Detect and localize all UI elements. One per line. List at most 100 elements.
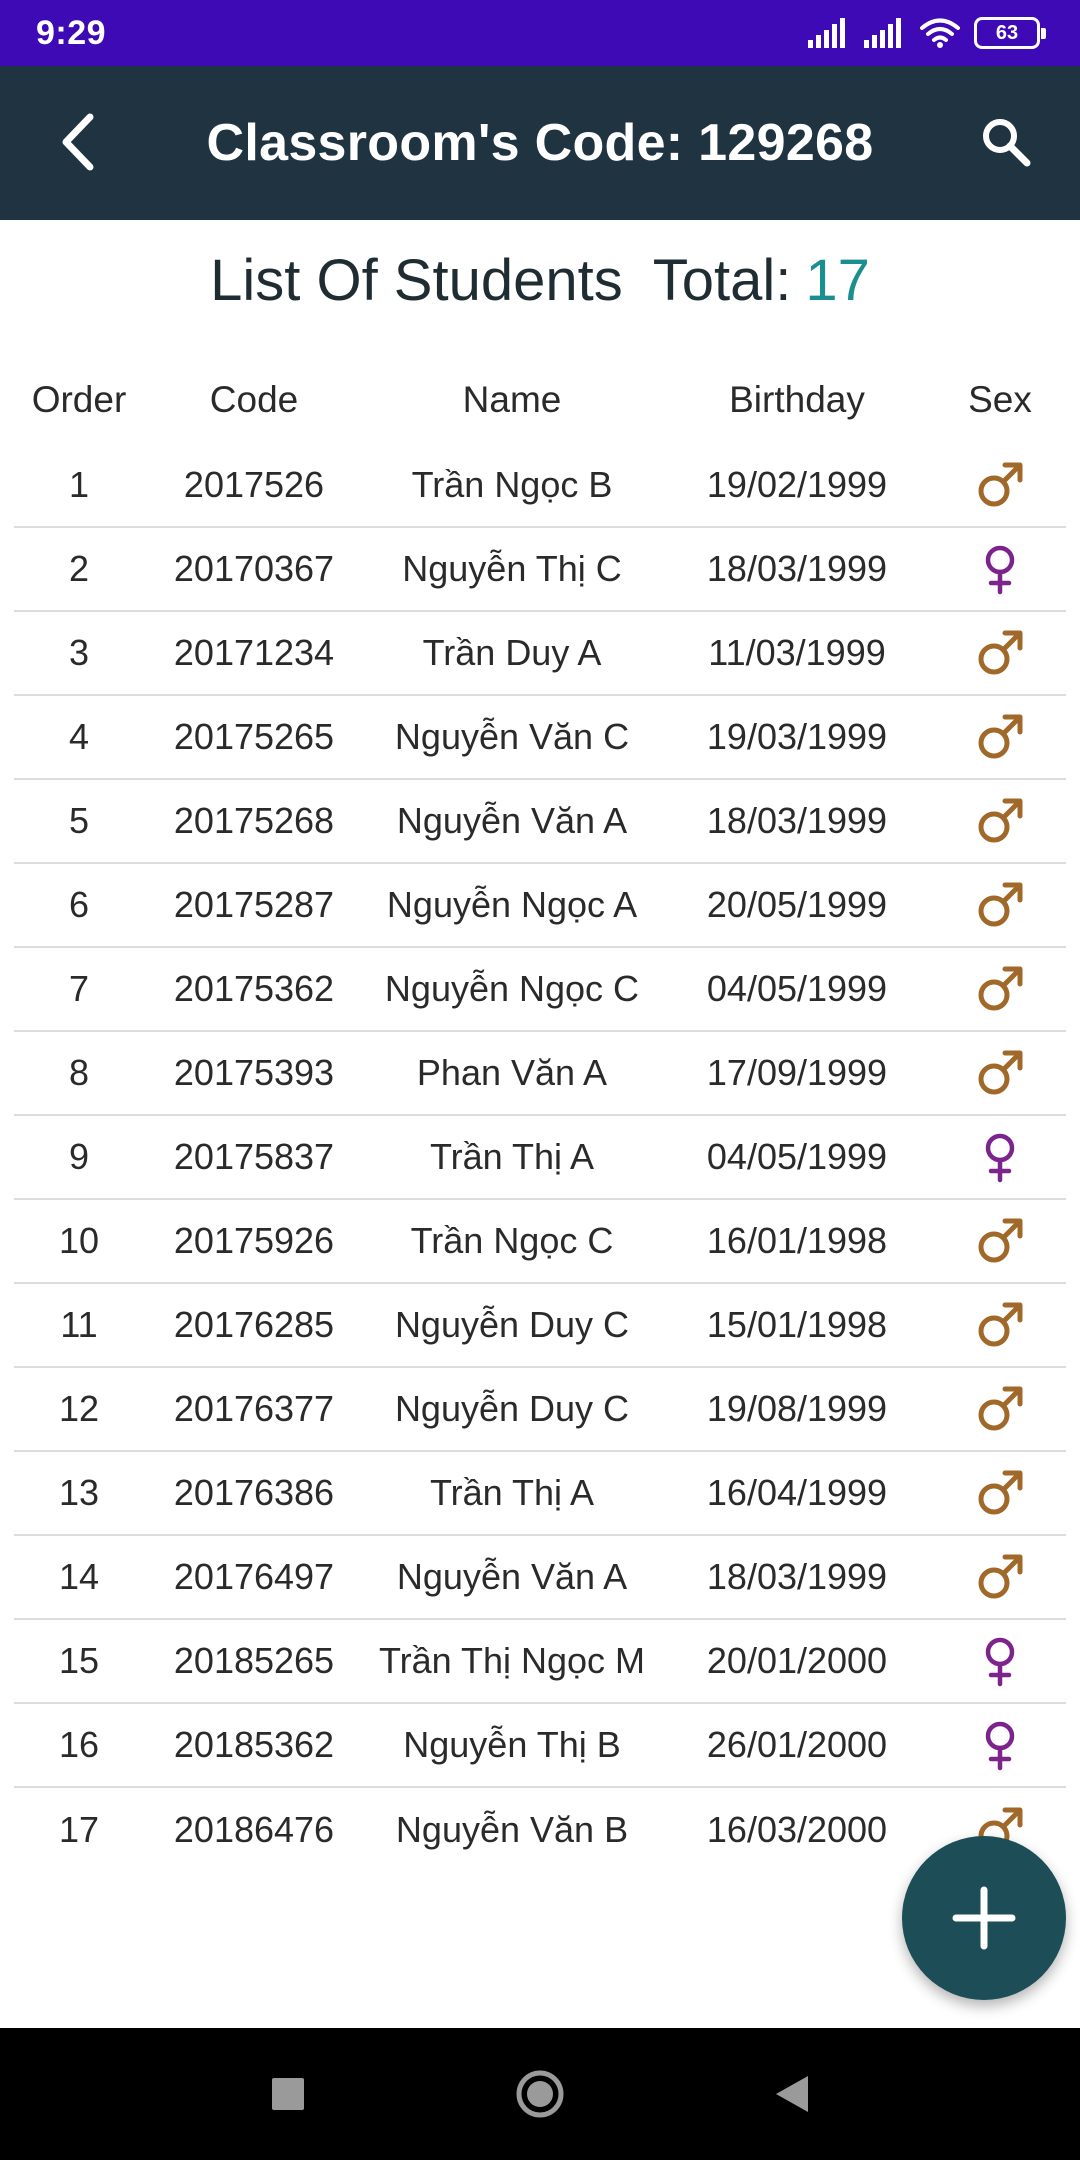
cell-code: 20175362 [173, 968, 335, 1009]
search-button[interactable] [968, 104, 1044, 180]
app-bar: Classroom's Code: 129268 [0, 66, 1080, 220]
cell-order: 4 [68, 716, 90, 757]
cell-birthday: 17/09/1999 [706, 1052, 888, 1093]
table-row[interactable]: 8 20175393 Phan Văn A 17/09/1999 [14, 1032, 1066, 1116]
home-button[interactable] [505, 2059, 575, 2129]
recents-button[interactable] [253, 2059, 323, 2129]
cell-code: 20175926 [173, 1220, 335, 1261]
table-row[interactable]: 2 20170367 Nguyễn Thị C 18/03/1999 [14, 528, 1066, 612]
table-row[interactable]: 10 20175926 Trần Ngọc C 16/01/1998 [14, 1200, 1066, 1284]
wifi-icon [920, 18, 960, 48]
cell-sex [934, 627, 1066, 679]
male-icon [978, 1470, 1023, 1515]
cell-order: 5 [68, 800, 90, 841]
page-title: Classroom's Code: 129268 [206, 114, 874, 172]
table-row[interactable]: 11 20176285 Nguyễn Duy C 15/01/1998 [14, 1284, 1066, 1368]
cell-birthday: 19/02/1999 [706, 464, 888, 505]
table-row[interactable]: 15 20185265 Trần Thị Ngọc M 20/01/2000 [14, 1620, 1066, 1704]
table-row[interactable]: 3 20171234 Trần Duy A 11/03/1999 [14, 612, 1066, 696]
cell-name: Trần Thị A [429, 1472, 595, 1513]
male-icon [978, 630, 1023, 675]
table-row[interactable]: 4 20175265 Nguyễn Văn C 19/03/1999 [14, 696, 1066, 780]
signal-icon [808, 18, 845, 48]
cell-sex [934, 1299, 1066, 1351]
table-row[interactable]: 13 20176386 Trần Thị A 16/04/1999 [14, 1452, 1066, 1536]
table-row[interactable]: 6 20175287 Nguyễn Ngọc A 20/05/1999 [14, 864, 1066, 948]
cell-name: Nguyễn Duy C [394, 1304, 630, 1345]
cell-sex [934, 543, 1066, 595]
cell-name: Nguyễn Văn A [396, 1556, 628, 1597]
male-icon [978, 1218, 1023, 1263]
list-heading: List Of Students Total: 17 [0, 240, 1080, 320]
cell-order: 15 [58, 1640, 100, 1681]
female-icon [985, 1721, 1015, 1771]
male-icon [978, 1302, 1023, 1347]
table-row[interactable]: 17 20186476 Nguyễn Văn B 16/03/2000 [14, 1788, 1066, 1872]
cell-code: 20175287 [173, 884, 335, 925]
cell-code: 20175265 [173, 716, 335, 757]
cell-name: Nguyễn Ngọc C [384, 968, 640, 1009]
cell-birthday: 15/01/1998 [706, 1304, 888, 1345]
cell-code: 2017526 [183, 464, 325, 505]
status-bar: 9:29 63 [0, 0, 1080, 66]
male-icon [978, 714, 1023, 759]
cell-code: 20176377 [173, 1388, 335, 1429]
cell-name: Nguyễn Ngọc A [386, 884, 638, 925]
table-row[interactable]: 12 20176377 Nguyễn Duy C 19/08/1999 [14, 1368, 1066, 1452]
table-row[interactable]: 16 20185362 Nguyễn Thị B 26/01/2000 [14, 1704, 1066, 1788]
cell-code: 20186476 [173, 1809, 335, 1850]
cell-sex [934, 1551, 1066, 1603]
cell-birthday: 16/04/1999 [706, 1472, 888, 1513]
cell-sex [934, 1719, 1066, 1771]
table-row[interactable]: 5 20175268 Nguyễn Văn A 18/03/1999 [14, 780, 1066, 864]
cell-code: 20185362 [173, 1724, 335, 1765]
cell-order: 13 [58, 1472, 100, 1513]
table-body: 1 2017526 Trần Ngọc B 19/02/1999 2 20170367 Ng… [14, 444, 1066, 1872]
male-icon [978, 966, 1023, 1011]
cell-birthday: 19/08/1999 [706, 1388, 888, 1429]
male-icon [978, 462, 1023, 507]
column-header-order: Order [31, 379, 127, 420]
cell-sex [934, 1383, 1066, 1435]
cell-birthday: 11/03/1999 [708, 632, 886, 673]
triangle-back-icon [776, 2076, 808, 2112]
cell-order: 11 [60, 1304, 98, 1345]
cell-birthday: 20/01/2000 [706, 1640, 888, 1681]
status-time: 9:29 [36, 13, 107, 52]
cell-birthday: 19/03/1999 [706, 716, 888, 757]
cell-code: 20171234 [173, 632, 335, 673]
cell-name: Phan Văn A [416, 1052, 608, 1093]
table-row[interactable]: 7 20175362 Nguyễn Ngọc C 04/05/1999 [14, 948, 1066, 1032]
cell-birthday: 26/01/2000 [706, 1724, 888, 1765]
cell-order: 12 [58, 1388, 100, 1429]
circle-icon [516, 2070, 564, 2118]
table-row[interactable]: 14 20176497 Nguyễn Văn A 18/03/1999 [14, 1536, 1066, 1620]
cell-order: 16 [58, 1724, 100, 1765]
battery-level: 63 [995, 21, 1019, 44]
table-row[interactable]: 1 2017526 Trần Ngọc B 19/02/1999 [14, 444, 1066, 528]
column-header-sex: Sex [968, 379, 1032, 420]
cell-code: 20176386 [173, 1472, 335, 1513]
total-count: 17 [805, 247, 870, 313]
cell-name: Nguyễn Văn B [395, 1809, 629, 1850]
cell-name: Nguyễn Văn C [394, 716, 630, 757]
cell-code: 20175393 [173, 1052, 335, 1093]
cell-birthday: 04/05/1999 [706, 968, 888, 1009]
back-button[interactable] [40, 104, 116, 180]
table-row[interactable]: 9 20175837 Trần Thị A 04/05/1999 [14, 1116, 1066, 1200]
male-icon [978, 1050, 1023, 1095]
table-header: Order Code Name Birthday Sex [14, 360, 1066, 440]
cell-name: Trần Thị A [429, 1136, 595, 1177]
battery-icon: 63 [974, 17, 1046, 49]
arrow-back-icon [62, 113, 94, 171]
cell-code: 20176285 [173, 1304, 335, 1345]
cell-sex [934, 459, 1066, 511]
cell-code: 20170367 [173, 548, 335, 589]
cell-order: 2 [68, 548, 90, 589]
cell-name: Trần Ngọc B [411, 464, 613, 505]
cell-name: Nguyễn Duy C [394, 1388, 630, 1429]
cell-order: 7 [68, 968, 90, 1009]
add-student-button[interactable] [902, 1836, 1066, 2000]
nav-back-button[interactable] [757, 2059, 827, 2129]
